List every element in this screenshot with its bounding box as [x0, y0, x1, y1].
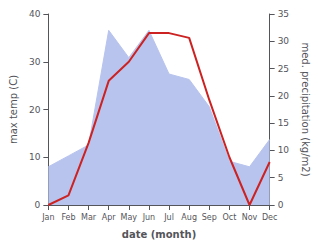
svg-text:0: 0 [35, 200, 41, 210]
svg-text:20: 20 [278, 91, 290, 101]
svg-text:20: 20 [29, 105, 41, 115]
svg-text:30: 30 [278, 36, 290, 46]
svg-text:May: May [121, 213, 138, 222]
svg-text:Feb: Feb [61, 213, 75, 222]
svg-text:10: 10 [278, 145, 290, 155]
svg-text:Apr: Apr [102, 213, 117, 222]
svg-text:25: 25 [278, 64, 289, 74]
svg-text:15: 15 [278, 118, 289, 128]
svg-text:Dec: Dec [262, 213, 277, 222]
svg-text:5: 5 [278, 173, 284, 183]
svg-text:Oct: Oct [222, 213, 236, 222]
svg-text:med. precipitation (kg/m2): med. precipitation (kg/m2) [300, 42, 311, 176]
svg-text:Jun: Jun [142, 213, 156, 222]
svg-text:Mar: Mar [81, 213, 97, 222]
svg-text:10: 10 [29, 152, 41, 162]
svg-text:30: 30 [29, 57, 41, 67]
svg-text:Sep: Sep [202, 213, 217, 222]
svg-text:Aug: Aug [181, 213, 197, 222]
svg-text:Jul: Jul [163, 213, 174, 222]
svg-text:max temp (C): max temp (C) [8, 75, 19, 144]
svg-text:0: 0 [278, 200, 284, 210]
svg-text:Nov: Nov [242, 213, 258, 222]
svg-text:Jan: Jan [41, 213, 54, 222]
svg-text:40: 40 [29, 9, 41, 19]
svg-text:date (month): date (month) [122, 229, 196, 240]
svg-text:35: 35 [278, 9, 289, 19]
